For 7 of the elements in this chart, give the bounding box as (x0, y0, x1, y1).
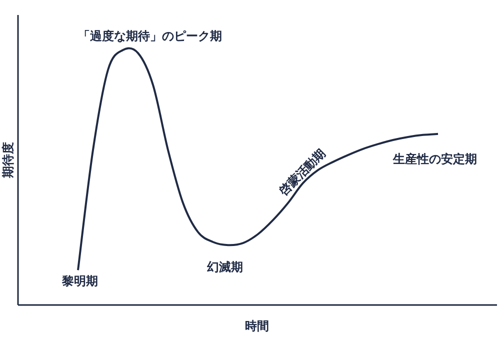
y-axis-title: 期待度 (1, 142, 15, 179)
annotation: 生産性の安定期 (392, 152, 477, 166)
annotation: 黎明期 (61, 274, 98, 288)
annotation: 啓蒙活動期 (275, 146, 328, 200)
x-axis-title: 時間 (245, 319, 269, 333)
annotation: 幻滅期 (206, 260, 243, 274)
text: 「過度な期待」のピーク期 (78, 29, 222, 43)
